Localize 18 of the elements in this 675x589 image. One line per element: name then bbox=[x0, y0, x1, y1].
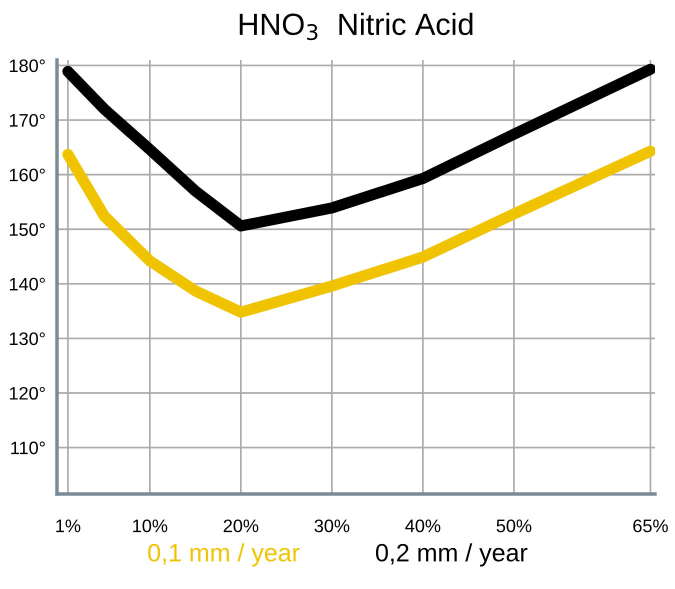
text: 0,2 mm / year bbox=[376, 543, 528, 566]
x-tick-label: 30% bbox=[314, 519, 350, 532]
x-tick-label: 40% bbox=[405, 519, 440, 532]
x-tick-label: 1% bbox=[56, 520, 80, 532]
y-tick-label: 150° bbox=[10, 223, 45, 236]
y-tick-label: 110° bbox=[11, 442, 45, 454]
x-tick-label: 20% bbox=[224, 519, 258, 532]
text: 0,1 mm / year bbox=[148, 543, 300, 566]
chart-title: HNO$_{3}$ Nitric Acid bbox=[240, 12, 472, 40]
y-tick-label: 120° bbox=[10, 386, 45, 400]
x-tick-label: 65% bbox=[633, 519, 668, 532]
x-tick-label: 50% bbox=[496, 519, 532, 532]
y-tick-label: 140° bbox=[10, 278, 45, 291]
x-tick-label: 10% bbox=[133, 519, 168, 532]
y-tick-label: 130° bbox=[10, 332, 45, 346]
y-tick-label: 180° bbox=[10, 59, 45, 72]
y-tick-label: 160° bbox=[10, 168, 45, 182]
y-tick-label: 170° bbox=[10, 114, 45, 127]
